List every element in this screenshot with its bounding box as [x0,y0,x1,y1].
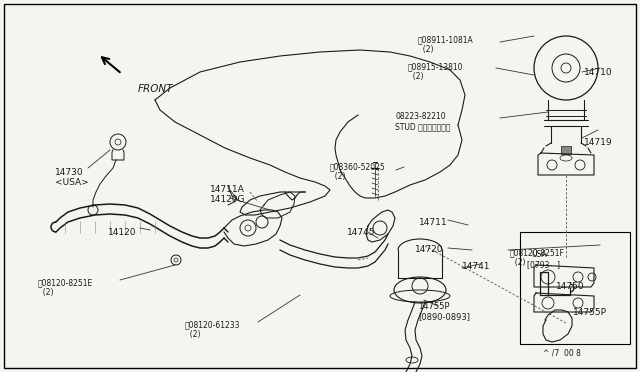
Text: (2): (2) [510,258,525,267]
Text: Ⓓ08120-8251E: Ⓓ08120-8251E [38,278,93,287]
Text: ⓝ08911-1081A: ⓝ08911-1081A [418,35,474,44]
Text: 14120: 14120 [108,228,136,237]
Text: (2): (2) [185,330,200,339]
Text: FRONT: FRONT [138,84,173,94]
Text: ^ /7  00 8: ^ /7 00 8 [543,348,581,357]
Text: 14755P: 14755P [418,302,449,311]
Text: [0793-  ]: [0793- ] [527,260,560,269]
Text: 08223-82210: 08223-82210 [395,112,445,121]
Text: 14710: 14710 [584,68,612,77]
Text: 14711: 14711 [419,218,447,227]
Text: [0890-0893]: [0890-0893] [418,312,470,321]
Text: (2): (2) [330,172,346,181]
Text: 14755P: 14755P [573,308,607,317]
Text: (2): (2) [38,288,54,297]
Text: USA: USA [531,250,547,259]
Text: Ⓓ08120-61233: Ⓓ08120-61233 [185,320,241,329]
Text: 14711A: 14711A [210,185,244,194]
Text: <USA>: <USA> [55,178,89,187]
Text: 14741: 14741 [462,262,490,271]
Text: 14719: 14719 [584,138,612,147]
Text: (2): (2) [418,45,433,54]
Text: Ⓥ08915-13810: Ⓥ08915-13810 [408,62,463,71]
Text: 14745: 14745 [347,228,376,237]
Text: STUD スタッド（２）: STUD スタッド（２） [395,122,451,131]
Text: 14120G: 14120G [210,195,246,204]
Bar [520,232,630,344]
Text: Ⓓ08120-8251F: Ⓓ08120-8251F [510,248,565,257]
Bar [561,146,571,154]
Text: Ⓝ08360-52025: Ⓝ08360-52025 [330,162,386,171]
Text: (2): (2) [408,72,424,81]
Text: 14720: 14720 [415,245,444,254]
Text: 14730: 14730 [55,168,84,177]
Text: 14750: 14750 [556,282,584,291]
